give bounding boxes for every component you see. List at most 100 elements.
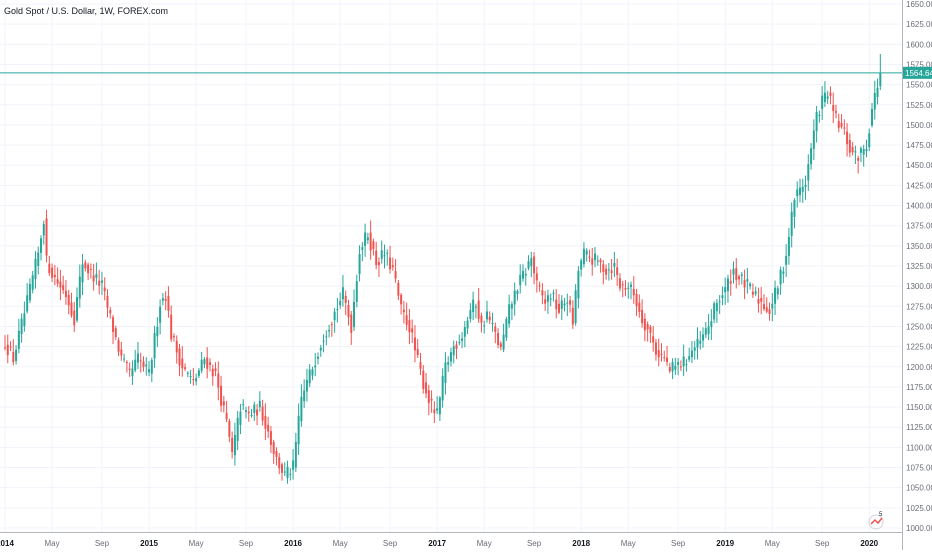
candle [197, 368, 200, 379]
candle [713, 301, 716, 324]
candle-body [646, 324, 649, 330]
candle [40, 235, 43, 261]
y-tick-label: 1250.00 [906, 322, 932, 331]
candle-body [477, 300, 480, 319]
candle-body [84, 262, 87, 269]
candle-body [125, 362, 128, 364]
candle [178, 344, 181, 377]
candle [843, 119, 846, 135]
candle [319, 344, 322, 357]
candle [668, 362, 671, 374]
candle [283, 462, 286, 476]
candle-body [707, 326, 710, 335]
candle-body [674, 365, 677, 370]
y-tick-label: 1075.00 [906, 464, 932, 473]
candle [175, 335, 178, 364]
candle [184, 363, 187, 372]
candle-body [40, 238, 43, 253]
y-tick-label: 1150.00 [906, 403, 932, 412]
candle-body [62, 285, 65, 291]
candle-body [765, 307, 768, 312]
candle-body [17, 330, 20, 349]
candle-body [73, 310, 76, 326]
candle [51, 263, 54, 283]
candle [37, 246, 40, 275]
candle [247, 405, 250, 422]
candle [314, 353, 317, 377]
candle-body [660, 353, 663, 355]
candle-body [53, 274, 56, 278]
candle [707, 314, 710, 341]
candle [159, 299, 162, 335]
candle-body [353, 301, 356, 328]
candle [131, 360, 134, 385]
candle [743, 269, 746, 300]
candle [430, 390, 433, 413]
candle [347, 299, 350, 326]
y-tick-label: 1125.00 [906, 423, 932, 432]
candle [239, 404, 242, 435]
candle [865, 139, 868, 158]
candle [136, 341, 139, 369]
candle-body [145, 364, 148, 367]
candle-body [139, 360, 142, 362]
candle [530, 251, 533, 278]
candle-body [364, 232, 367, 246]
candle [796, 181, 799, 208]
candle [682, 344, 685, 377]
candle [427, 384, 430, 416]
candle-body [87, 264, 90, 274]
candle [73, 301, 76, 333]
candle-body [322, 340, 325, 342]
candle [78, 264, 81, 308]
candle [679, 360, 682, 371]
candle [674, 357, 677, 376]
candle [480, 312, 483, 333]
candle-body [751, 291, 754, 295]
candle [244, 406, 247, 419]
y-tick-label: 1475.00 [906, 141, 932, 150]
candle [613, 251, 616, 278]
candle [297, 403, 300, 455]
candle-body [394, 271, 397, 279]
candle [605, 264, 608, 280]
candle-body [782, 271, 785, 274]
candle [286, 460, 289, 484]
candle-body [801, 186, 804, 192]
candle [26, 283, 29, 314]
candle [721, 286, 724, 306]
candle [433, 401, 436, 424]
candle-body [643, 318, 646, 331]
candle-body [156, 326, 159, 337]
candle-body [206, 357, 209, 369]
candle-body [220, 385, 223, 406]
candle-body [798, 187, 801, 196]
candle [868, 128, 871, 152]
y-tick-label: 1200.00 [906, 363, 932, 372]
candle [688, 347, 691, 362]
candle-body [826, 96, 829, 99]
candle [220, 375, 223, 412]
y-tick-label: 1025.00 [906, 504, 932, 513]
candle-body [757, 298, 760, 304]
candle-body [405, 315, 408, 325]
candle-body [541, 290, 544, 296]
candle [646, 321, 649, 342]
candle [754, 286, 757, 297]
candle [538, 281, 541, 292]
x-tick-label: 2014 [0, 539, 14, 548]
candle-body [771, 303, 774, 309]
candle [20, 313, 23, 343]
candle-body [835, 111, 837, 113]
y-tick-label: 1175.00 [906, 383, 932, 392]
candle-body [641, 309, 644, 324]
candle-body [710, 321, 713, 328]
candle [294, 432, 297, 473]
x-tick-label: May [333, 539, 348, 548]
candle [353, 289, 356, 332]
candle-body [142, 361, 145, 368]
candle-body [37, 252, 40, 267]
candle [233, 422, 236, 466]
